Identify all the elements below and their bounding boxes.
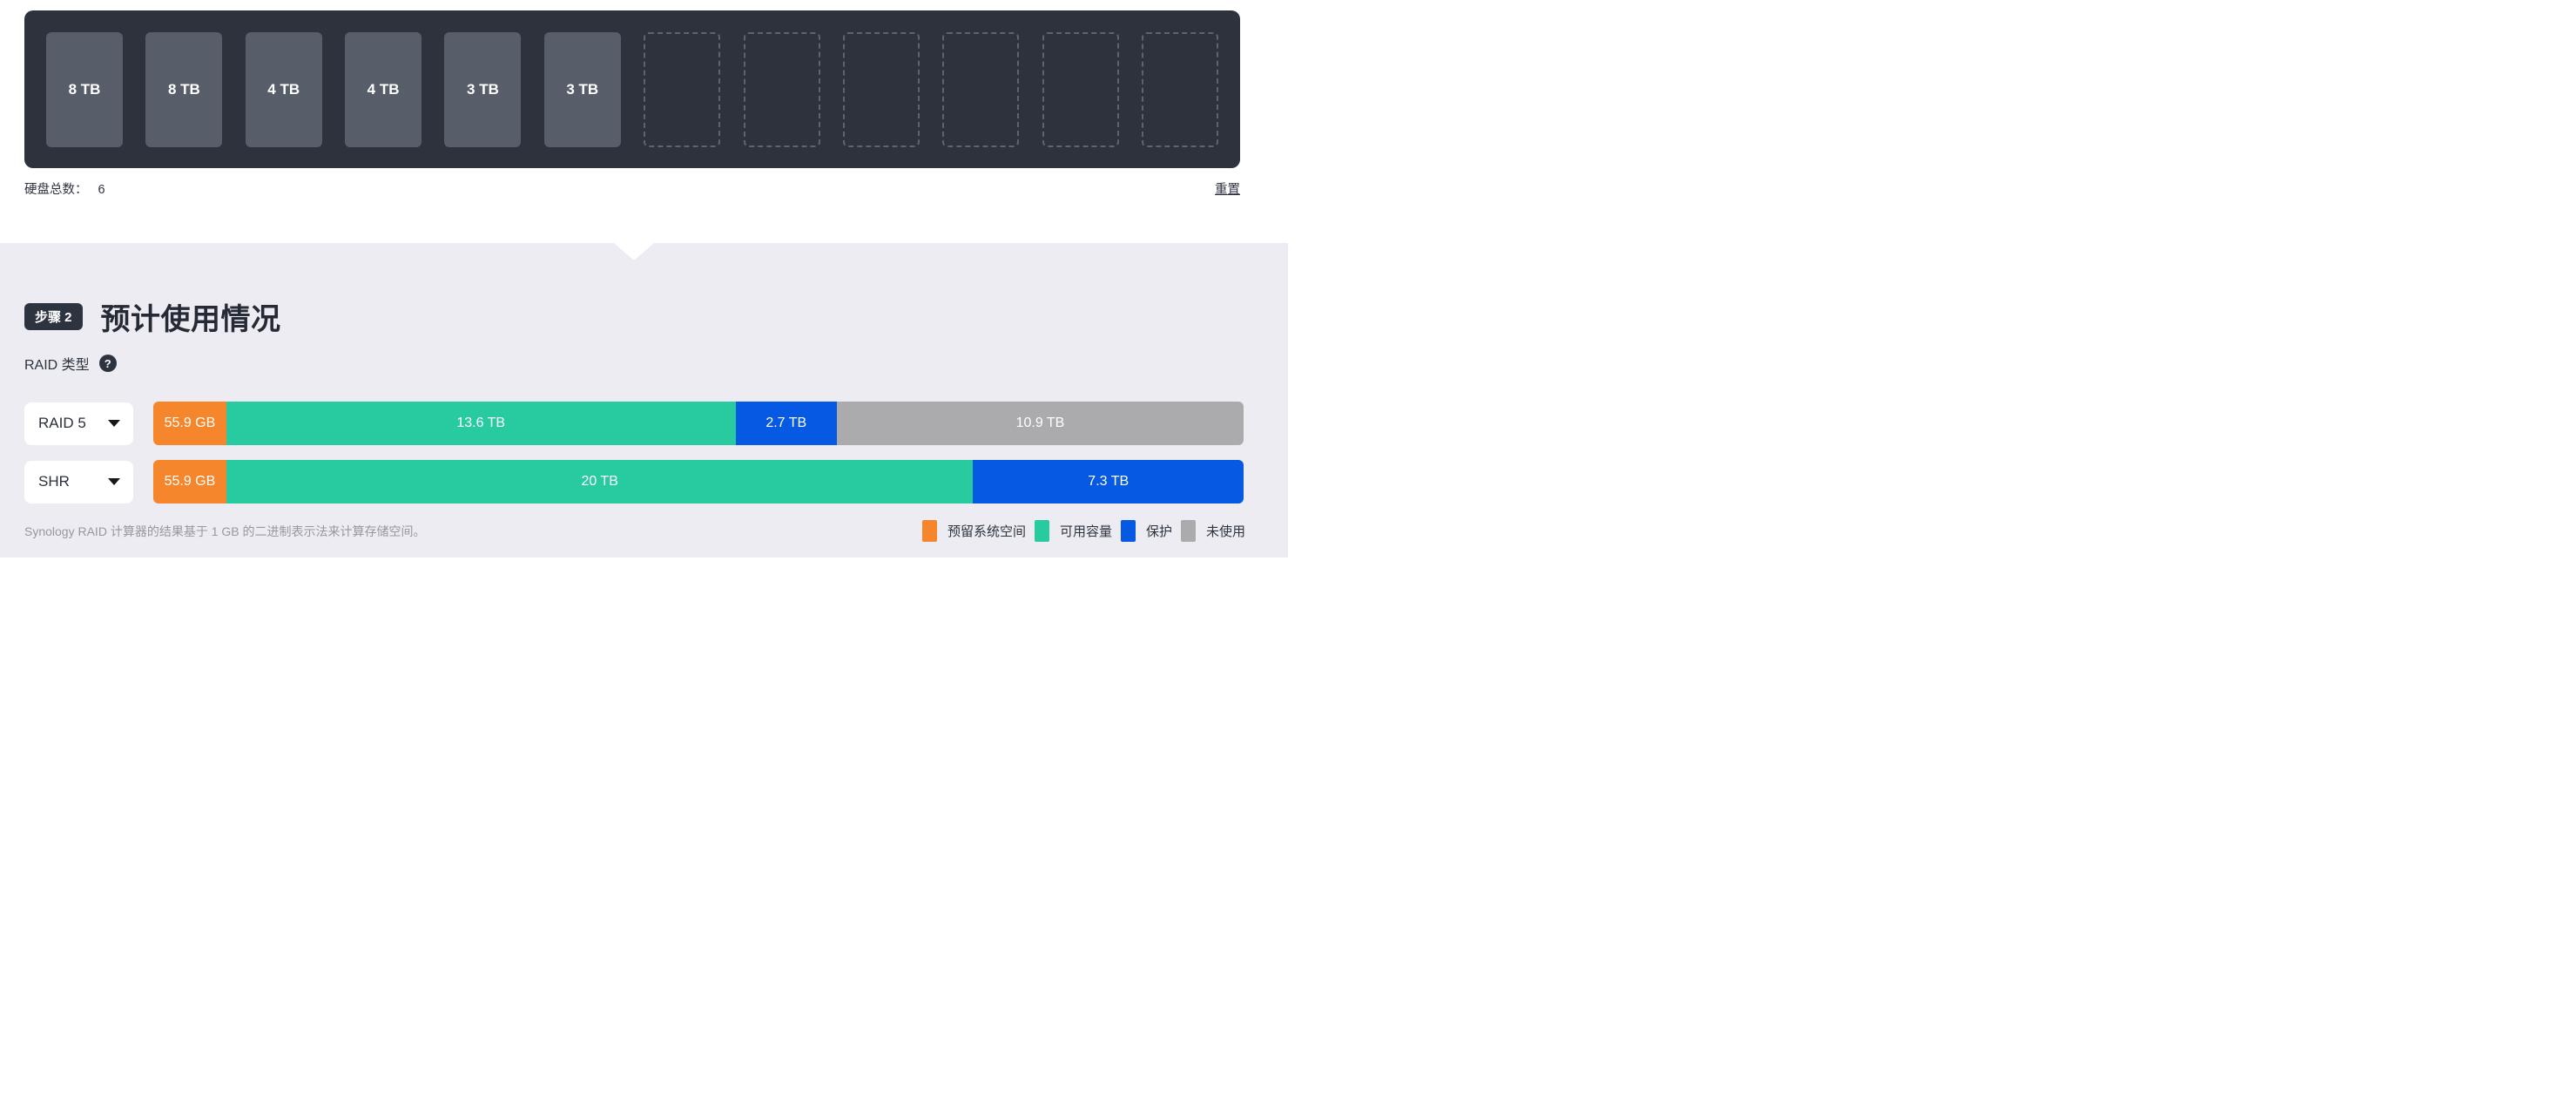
legend-item: 预留系统空间 xyxy=(921,520,1026,542)
capacity-segment-teal: 20 TB xyxy=(226,460,974,503)
drive-tile[interactable]: 8 TB xyxy=(46,31,123,147)
page-title: 预计使用情况 xyxy=(100,303,281,336)
legend-swatch-blue xyxy=(1120,520,1136,542)
section-notch-arrow xyxy=(614,243,654,260)
drive-tile[interactable]: 4 TB xyxy=(345,31,422,147)
raid-row: SHR 55.9 GB 20 TB 7.3 TB xyxy=(24,460,1244,503)
capacity-segment-label: 10.9 TB xyxy=(1015,416,1065,430)
legend-label: 保护 xyxy=(1145,524,1172,539)
capacity-segment-blue: 2.7 TB xyxy=(735,402,837,445)
empty-drive-slot[interactable] xyxy=(942,31,1020,147)
drive-tile[interactable]: 3 TB xyxy=(543,31,621,147)
legend-item: 保护 xyxy=(1120,520,1172,542)
capacity-segment-blue: 7.3 TB xyxy=(973,460,1244,503)
raid-type-row: RAID 类型 ? xyxy=(24,353,117,374)
step-badge: 步骤 2 xyxy=(24,303,83,330)
chevron-down-icon xyxy=(108,478,120,485)
legend-label: 预留系统空间 xyxy=(947,524,1026,539)
legend-swatch-gray xyxy=(1180,520,1196,542)
total-drives: 硬盘总数： 6 xyxy=(24,179,105,198)
capacity-segment-label: 55.9 GB xyxy=(164,416,216,430)
drive-tile-label: 8 TB xyxy=(167,80,200,98)
legend-label: 可用容量 xyxy=(1059,524,1112,539)
capacity-segment-orange: 55.9 GB xyxy=(153,402,226,445)
raid-type-select[interactable]: RAID 5 xyxy=(24,402,133,445)
raid-type-selected-value: SHR xyxy=(38,473,70,490)
drive-bay-footer: 硬盘总数： 6 重置 xyxy=(24,179,1240,198)
raid-row: RAID 5 55.9 GB 13.6 TB 2.7 TB 10.9 TB xyxy=(24,402,1244,445)
raid-type-select[interactable]: SHR xyxy=(24,460,133,503)
drive-tile-label: 4 TB xyxy=(267,80,300,98)
legend-swatch-teal xyxy=(1034,520,1049,542)
capacity-bar: 55.9 GB 20 TB 7.3 TB xyxy=(153,460,1244,503)
raid-type-label: RAID 类型 xyxy=(24,358,90,373)
drive-tile[interactable]: 3 TB xyxy=(444,31,522,147)
capacity-segment-label: 7.3 TB xyxy=(1088,474,1130,489)
capacity-segment-label: 13.6 TB xyxy=(456,416,506,430)
capacity-segment-teal: 13.6 TB xyxy=(226,402,736,445)
capacity-segment-label: 20 TB xyxy=(581,474,618,489)
usage-footer-row: Synology RAID 计算器的结果基于 1 GB 的二进制表示法来计算存储… xyxy=(24,520,1245,542)
legend-swatch-orange xyxy=(921,520,937,542)
section-title-row: 步骤 2 预计使用情况 xyxy=(24,295,281,338)
empty-drive-slot[interactable] xyxy=(644,31,721,147)
empty-drive-slot[interactable] xyxy=(1042,31,1119,147)
footnote: Synology RAID 计算器的结果基于 1 GB 的二进制表示法来计算存储… xyxy=(24,524,426,538)
raid-type-selected-value: RAID 5 xyxy=(38,415,86,431)
empty-drive-slot[interactable] xyxy=(842,31,920,147)
capacity-segment-gray: 10.9 TB xyxy=(836,402,1244,445)
capacity-segment-label: 55.9 GB xyxy=(164,474,216,489)
drive-tile-label: 3 TB xyxy=(467,80,499,98)
legend: 预留系统空间 可用容量 保护 未使用 xyxy=(914,520,1245,542)
legend-label: 未使用 xyxy=(1205,524,1245,539)
empty-drive-slot[interactable] xyxy=(743,31,820,147)
capacity-segment-orange: 55.9 GB xyxy=(153,460,226,503)
drive-tile-label: 4 TB xyxy=(367,80,400,98)
drive-tile[interactable]: 8 TB xyxy=(145,31,223,147)
total-drives-label: 硬盘总数： xyxy=(24,183,88,197)
drive-tile-label: 3 TB xyxy=(566,80,599,98)
help-icon[interactable]: ? xyxy=(98,355,117,372)
drive-tile-label: 8 TB xyxy=(68,80,101,98)
drive-bay: 8 TB 8 TB 4 TB 4 TB 3 TB 3 TB xyxy=(24,10,1240,168)
total-drives-value: 6 xyxy=(98,183,105,197)
legend-item: 可用容量 xyxy=(1034,520,1112,542)
capacity-segment-label: 2.7 TB xyxy=(765,416,807,430)
capacity-bar: 55.9 GB 13.6 TB 2.7 TB 10.9 TB xyxy=(153,402,1244,445)
chevron-down-icon xyxy=(108,420,120,427)
usage-section: 步骤 2 预计使用情况 RAID 类型 ? RAID 5 55.9 GB 13.6 … xyxy=(0,243,1288,558)
empty-drive-slot[interactable] xyxy=(1141,31,1218,147)
reset-link[interactable]: 重置 xyxy=(1215,183,1240,197)
drive-tile[interactable]: 4 TB xyxy=(245,31,322,147)
legend-item: 未使用 xyxy=(1180,520,1245,542)
